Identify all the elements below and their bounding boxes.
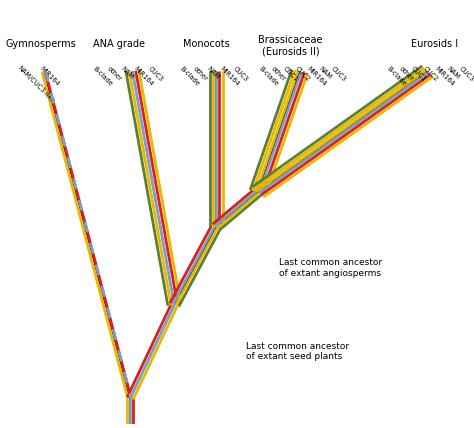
Text: MIR164: MIR164: [306, 65, 328, 87]
Text: Last common ancestor
of extant angiosperms: Last common ancestor of extant angiosper…: [279, 258, 382, 278]
Text: B-clade: B-clade: [258, 65, 280, 87]
Text: Brassicaceae
(Eurosids II): Brassicaceae (Eurosids II): [258, 35, 323, 56]
Text: Last common ancestor
of extant seed plants: Last common ancestor of extant seed plan…: [246, 342, 349, 361]
Text: MIR164: MIR164: [434, 65, 456, 87]
Text: B-clade: B-clade: [386, 65, 408, 87]
Text: Gymnosperms: Gymnosperms: [5, 39, 76, 49]
Text: Monocots: Monocots: [183, 39, 230, 49]
Text: CUC1: CUC1: [410, 65, 427, 82]
Text: CUC3: CUC3: [232, 65, 249, 82]
Text: NAM/CUC3-like: NAM/CUC3-like: [16, 65, 55, 104]
Text: NAM: NAM: [206, 65, 220, 80]
Text: MIR164: MIR164: [133, 65, 155, 87]
Text: MIR164: MIR164: [38, 65, 60, 87]
Text: CUC3: CUC3: [146, 65, 164, 82]
Text: NAM: NAM: [119, 65, 134, 80]
Text: CUC3: CUC3: [330, 65, 347, 82]
Text: other: other: [106, 65, 123, 82]
Text: B-clade: B-clade: [92, 65, 114, 87]
Text: CUC1: CUC1: [282, 65, 299, 82]
Text: B-clade: B-clade: [179, 65, 201, 87]
Text: NAM: NAM: [318, 65, 333, 80]
Text: CUC3: CUC3: [457, 65, 474, 82]
Text: CUC2: CUC2: [294, 65, 311, 82]
Text: Eurosids I: Eurosids I: [410, 39, 457, 49]
Text: CUC2: CUC2: [422, 65, 439, 82]
Text: ANA grade: ANA grade: [92, 39, 145, 49]
Text: NAM: NAM: [446, 65, 461, 80]
Text: MIR164: MIR164: [219, 65, 241, 87]
Text: other: other: [270, 65, 287, 82]
Text: other: other: [192, 65, 209, 82]
Text: other: other: [398, 65, 415, 82]
